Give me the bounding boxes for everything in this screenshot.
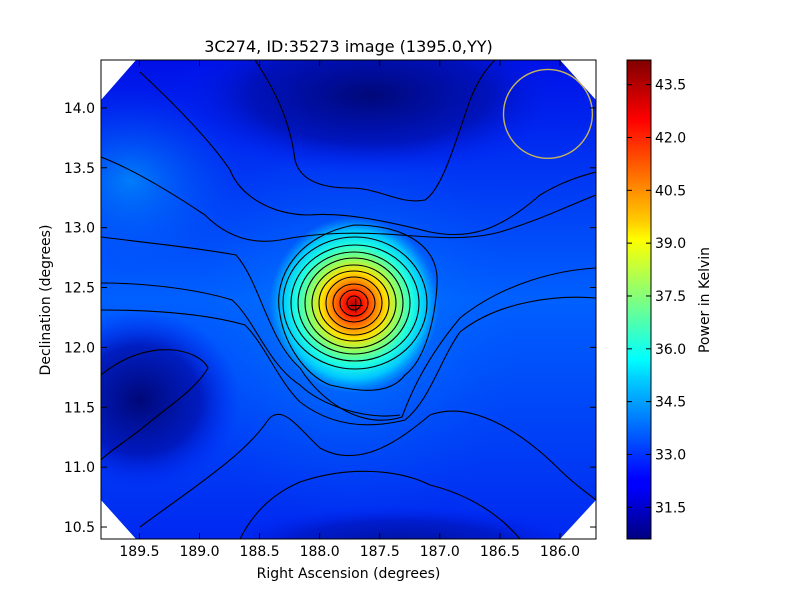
plot-frame	[100, 59, 597, 540]
heatmap-dark-top	[170, 60, 570, 175]
source-peak-marker	[348, 298, 363, 313]
x-axis: 189.5 189.0 188.5 188.0 187.5 187.0 186.5 186.0	[119, 60, 580, 560]
contour-line	[101, 282, 401, 417]
colorbar-gradient	[626, 59, 652, 540]
contour-line	[282, 236, 428, 370]
y-tick-label: 11.5	[64, 400, 95, 416]
contour-line	[332, 283, 376, 323]
contour-line	[304, 257, 404, 349]
x-tick-label: 186.0	[540, 544, 580, 560]
colorbar-tick-label: 37.5	[655, 289, 686, 305]
chart-markers	[348, 68, 594, 313]
contour-line	[139, 71, 596, 236]
heatmap-glow-left	[101, 90, 240, 270]
colorbar-tick-label: 36.0	[655, 342, 686, 358]
colorbar-tick-label: 40.5	[655, 183, 686, 199]
colorbar-tick-label: 39.0	[655, 236, 686, 252]
y-tick-label: 11.0	[64, 460, 95, 476]
colorbar-label: Power in Kelvin	[697, 247, 713, 353]
x-tick-label: 187.0	[420, 544, 460, 560]
contour-line	[101, 156, 596, 242]
x-tick-label: 188.0	[300, 544, 340, 560]
heatmap-dark-left	[101, 310, 240, 490]
y-tick-label: 12.5	[64, 281, 95, 297]
contour-lines	[101, 60, 596, 539]
colorbar-tick-label: 31.5	[655, 500, 686, 516]
x-axis-label: Right Ascension (degrees)	[257, 566, 441, 582]
contour-line	[325, 276, 383, 330]
x-tick-label: 186.5	[480, 544, 520, 560]
contour-line	[339, 289, 369, 317]
contour-line	[318, 270, 390, 336]
contour-line	[254, 60, 496, 202]
y-tick-label: 10.5	[64, 520, 95, 536]
contour-line	[139, 410, 596, 528]
y-tick-label: 13.0	[64, 221, 95, 237]
heatmap-field	[101, 60, 596, 539]
contour-line	[346, 295, 362, 311]
colorbar-ticks: 31.5 33.0 34.5 36.0 37.5 39.0 40.5 42.0 43.5	[627, 78, 686, 516]
x-tick-label: 188.5	[240, 544, 280, 560]
colorbar: 31.5 33.0 34.5 36.0 37.5 39.0 40.5 42.0 43.5 Pow…	[626, 59, 713, 540]
contour-line	[101, 349, 209, 461]
y-tick-label: 12.0	[64, 340, 95, 356]
contour-line	[278, 224, 438, 391]
y-axis-label: Declination (degrees)	[38, 225, 54, 376]
contour-line	[311, 264, 397, 342]
contour-line	[239, 470, 521, 539]
y-tick-label: 14.0	[64, 101, 95, 117]
contour-line	[297, 251, 411, 355]
x-tick-label: 189.5	[119, 544, 159, 560]
beam-circle	[502, 68, 594, 160]
y-tick-label: 13.5	[64, 161, 95, 177]
colorbar-tick-label: 42.0	[655, 130, 686, 146]
colorbar-tick-label: 43.5	[655, 78, 686, 94]
contour-line	[101, 296, 596, 426]
y-axis: 10.5 11.0 11.5 12.0 12.5 13.0 13.5 14.0	[64, 101, 596, 536]
contour-line	[290, 244, 420, 362]
colorbar-tick-label: 34.5	[655, 395, 686, 411]
colorbar-tick-label: 33.0	[655, 447, 686, 463]
x-tick-label: 187.5	[360, 544, 400, 560]
chart-title: 3C274, ID:35273 image (1395.0,YY)	[204, 37, 493, 56]
heatmap-dark-bottom	[220, 505, 580, 539]
x-tick-label: 189.0	[179, 544, 219, 560]
